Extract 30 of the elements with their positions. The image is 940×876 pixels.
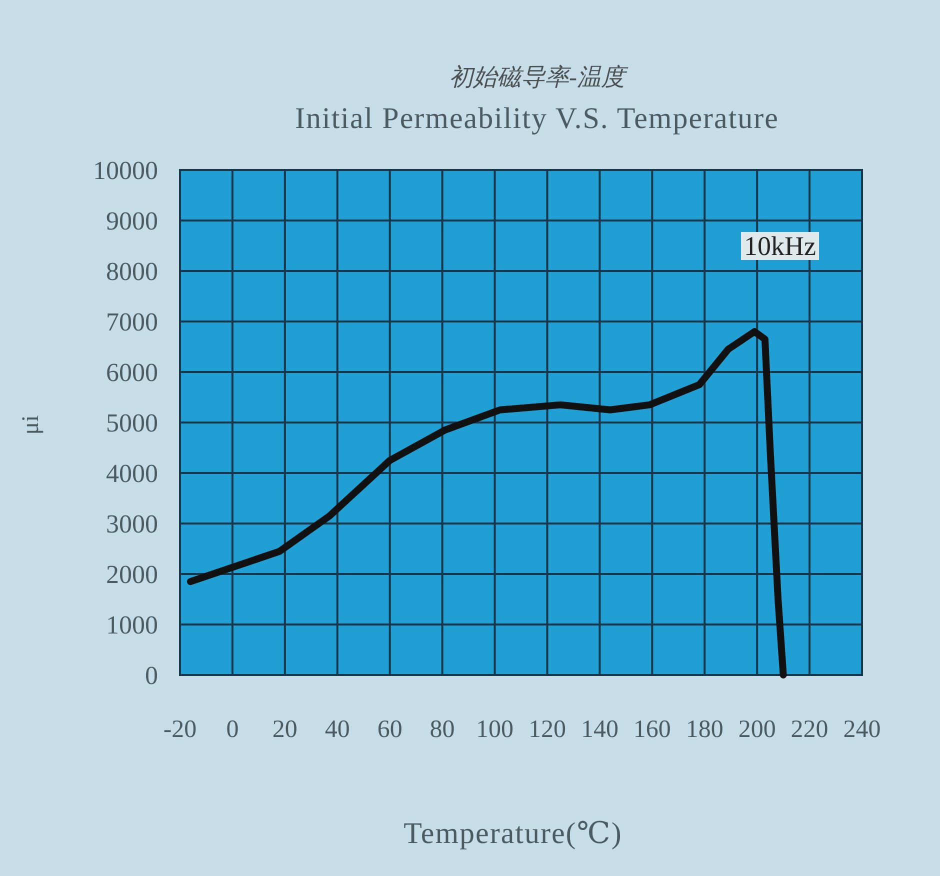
chart-subtitle: Initial Permeability V.S. Temperature — [295, 102, 779, 135]
y-tick-label: 8000 — [106, 257, 158, 286]
x-tick-label: 0 — [226, 716, 239, 743]
x-tick-label: -20 — [163, 716, 197, 743]
x-tick-label: 40 — [324, 716, 350, 743]
y-tick-label: 3000 — [106, 510, 158, 538]
x-tick-label: 160 — [633, 716, 671, 743]
x-tick-label: 220 — [790, 716, 828, 743]
y-tick-label: 5000 — [106, 408, 158, 438]
y-axis-title: μi — [18, 414, 44, 435]
x-tick-label: 200 — [738, 716, 776, 743]
y-tick-label: 4000 — [106, 459, 158, 488]
y-tick-label: 6000 — [106, 358, 158, 387]
y-tick-label: 10000 — [93, 156, 158, 185]
x-tick-label: 60 — [377, 716, 402, 743]
y-tick-label: 9000 — [106, 206, 158, 236]
y-tick-label: 2000 — [106, 560, 158, 589]
x-tick-label: 100 — [476, 716, 514, 743]
x-axis-title: Temperature(℃) — [404, 817, 622, 850]
x-tick-label: 240 — [843, 716, 881, 743]
x-tick-label: 20 — [272, 716, 298, 743]
x-tick-label: 140 — [580, 716, 618, 743]
annotation: 10kHz — [744, 231, 816, 261]
chart-title: 初始磁导率-温度 — [449, 64, 629, 91]
x-tick-label: 80 — [430, 716, 455, 743]
x-tick-label: 120 — [528, 716, 566, 743]
y-tick-label: 1000 — [106, 610, 158, 640]
y-tick-label: 7000 — [106, 308, 158, 336]
y-tick-label: 0 — [145, 661, 158, 690]
x-tick-label: 180 — [686, 716, 724, 743]
